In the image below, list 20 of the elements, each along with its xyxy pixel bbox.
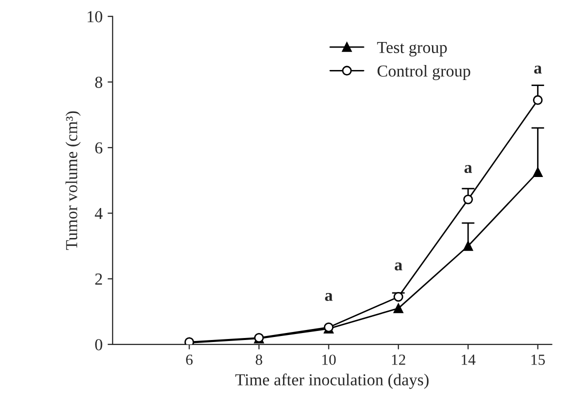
x-tick-label: 15 (532, 354, 545, 365)
x-tick-label: 12 (392, 354, 406, 365)
annotation: a (534, 66, 542, 74)
x-tick-label: 14 (462, 354, 476, 365)
annotation: a (394, 262, 402, 270)
x-tick-label: 10 (322, 354, 336, 365)
y-tick-label: 8 (95, 76, 102, 88)
y-axis-title: Tumor volume (cm³) (66, 111, 81, 250)
annotation: a (464, 165, 472, 174)
y-tick-label: 10 (88, 11, 102, 22)
y-tick-label: 2 (95, 274, 102, 285)
legend-label: Control group (378, 64, 470, 80)
x-tick-label: 8 (256, 354, 262, 365)
y-tick-label: 6 (95, 142, 102, 154)
y-tick-label: 4 (94, 208, 103, 219)
y-tick-label: 0 (95, 339, 102, 350)
legend-label: Test group (377, 42, 447, 57)
x-tick-label: 6 (186, 354, 193, 365)
x-axis-title: Time after inoculation (days) (235, 374, 429, 389)
annotation: a (325, 292, 333, 301)
